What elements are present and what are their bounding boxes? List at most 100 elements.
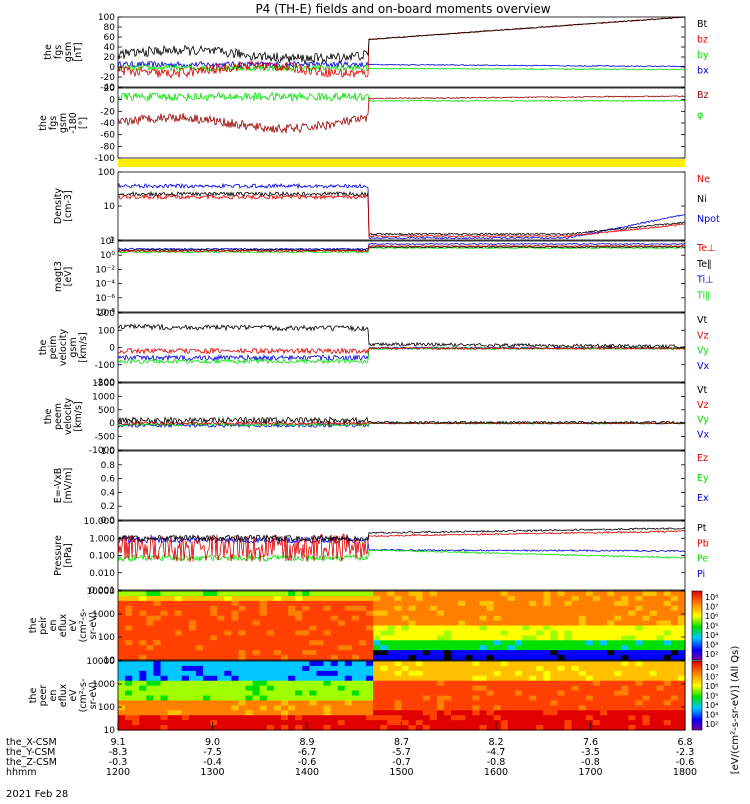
spectrogram-cell: [571, 665, 580, 672]
spectrogram-cell: [217, 635, 225, 641]
spectrogram-cell: [281, 670, 289, 677]
spectrogram-cell: [472, 595, 481, 602]
spectrogram-cell: [266, 700, 275, 706]
spectrogram-cell: [281, 630, 289, 636]
legend-Vy: Vy: [697, 346, 709, 357]
spectrogram-cell: [444, 630, 452, 636]
spectrogram-cell: [380, 720, 388, 726]
legend-φ: φ: [697, 110, 703, 121]
spectrogram-cell: [422, 655, 431, 661]
spectrogram-cell: [458, 705, 466, 711]
spectrogram-cell: [571, 695, 580, 702]
spectrogram-cell: [578, 620, 587, 627]
spectrogram-cell: [500, 615, 509, 622]
spectrogram-cell: [288, 665, 296, 672]
spectrogram-cell: [203, 655, 211, 661]
spectrogram-cell: [344, 655, 353, 661]
spectrogram-cell: [373, 661, 381, 667]
spectrogram-cell: [139, 700, 147, 706]
spectrogram-cell: [607, 670, 615, 677]
spectrogram-cell: [614, 645, 622, 651]
spectrogram-cell: [529, 670, 537, 677]
spectrogram-cell: [330, 710, 339, 716]
spectrogram-cell: [238, 720, 247, 726]
spectrogram-cell: [472, 695, 481, 702]
spectrogram-cell: [309, 600, 318, 607]
spectrogram-cell: [550, 670, 559, 677]
spectrogram-cell: [387, 680, 396, 687]
spectrogram-cell: [146, 665, 155, 672]
spectrogram-cell: [436, 615, 445, 622]
spectrogram-cell: [649, 645, 658, 651]
spectrogram-cell: [670, 695, 679, 702]
spectrogram-cell: [373, 640, 381, 646]
spectrogram-cell: [607, 705, 615, 711]
spectrogram-cell: [217, 710, 225, 716]
spectrogram-cell: [621, 600, 629, 607]
spectrogram-cell: [599, 715, 608, 721]
spectrogram-cell: [330, 605, 339, 612]
spectrogram-cell: [139, 725, 147, 731]
spectrogram-cell: [337, 630, 346, 636]
ephemeris-value: -0.8: [581, 757, 600, 768]
spectrogram-cell: [677, 655, 686, 661]
spectrogram-cell: [536, 605, 544, 612]
spectrogram-cell: [429, 675, 438, 682]
spectrogram-cell: [238, 595, 247, 602]
spectrogram-cell: [188, 635, 197, 641]
spectrogram-cell: [351, 700, 360, 706]
spectrogram-cell: [288, 715, 296, 721]
spectrogram-cell: [316, 665, 325, 672]
spectrogram-cell: [146, 690, 155, 697]
spectrogram-cell: [656, 615, 665, 622]
spectrogram-cell: [295, 600, 303, 607]
spectrogram-cell: [486, 695, 495, 702]
spectrogram-cell: [167, 715, 176, 721]
spectrogram-cell: [210, 655, 218, 661]
spectrogram-cell: [139, 670, 147, 677]
spectrogram-cell: [118, 661, 126, 667]
spectrogram-cell: [295, 675, 303, 682]
spectrogram-cell: [245, 610, 254, 617]
spectrogram-cell: [458, 675, 466, 682]
spectrogram-cell: [309, 700, 318, 706]
spectrogram-cell: [366, 600, 374, 607]
spectrogram-cell: [599, 685, 608, 692]
spectrogram-cell: [529, 710, 537, 716]
spectrogram-cell: [677, 675, 686, 682]
spectrogram-cell: [642, 670, 651, 677]
spectrogram-cell: [281, 625, 289, 632]
spectrogram-cell: [366, 661, 374, 667]
spectrogram-cell: [642, 725, 651, 731]
spectrogram-cell: [295, 655, 303, 661]
spectrogram-cell: [465, 630, 473, 636]
spectrogram-cell: [281, 615, 289, 622]
spectrogram-cell: [188, 715, 197, 721]
spectrogram-cell: [125, 635, 133, 641]
spectrogram-cell: [578, 690, 587, 697]
spectrogram-cell: [521, 705, 530, 711]
spectrogram-cell: [677, 605, 686, 612]
spectrogram-cell: [380, 640, 388, 646]
spectrogram-cell: [252, 610, 261, 617]
spectrogram-cell: [394, 595, 403, 602]
spectrogram-cell: [493, 591, 502, 597]
spectrogram-cell: [266, 665, 275, 672]
spectrogram-cell: [670, 640, 679, 646]
spectrogram-cell: [387, 670, 396, 677]
spectrogram-cell: [514, 715, 523, 721]
spectrogram-cell: [444, 670, 452, 677]
spectrogram-cell: [245, 635, 254, 641]
spectrogram-cell: [486, 591, 495, 597]
spectrogram-cell: [557, 715, 566, 721]
spectrogram-cell: [380, 625, 388, 632]
spectrogram-cell: [486, 645, 495, 651]
spectrogram-cell: [252, 710, 261, 716]
spectrogram-cell: [607, 725, 615, 731]
y-axis-label: eflux: [58, 683, 69, 707]
spectrogram-cell: [132, 680, 140, 687]
spectrogram-cell: [195, 650, 204, 656]
spectrogram-cell: [195, 595, 204, 602]
y-tick-label: 1: [109, 236, 115, 246]
